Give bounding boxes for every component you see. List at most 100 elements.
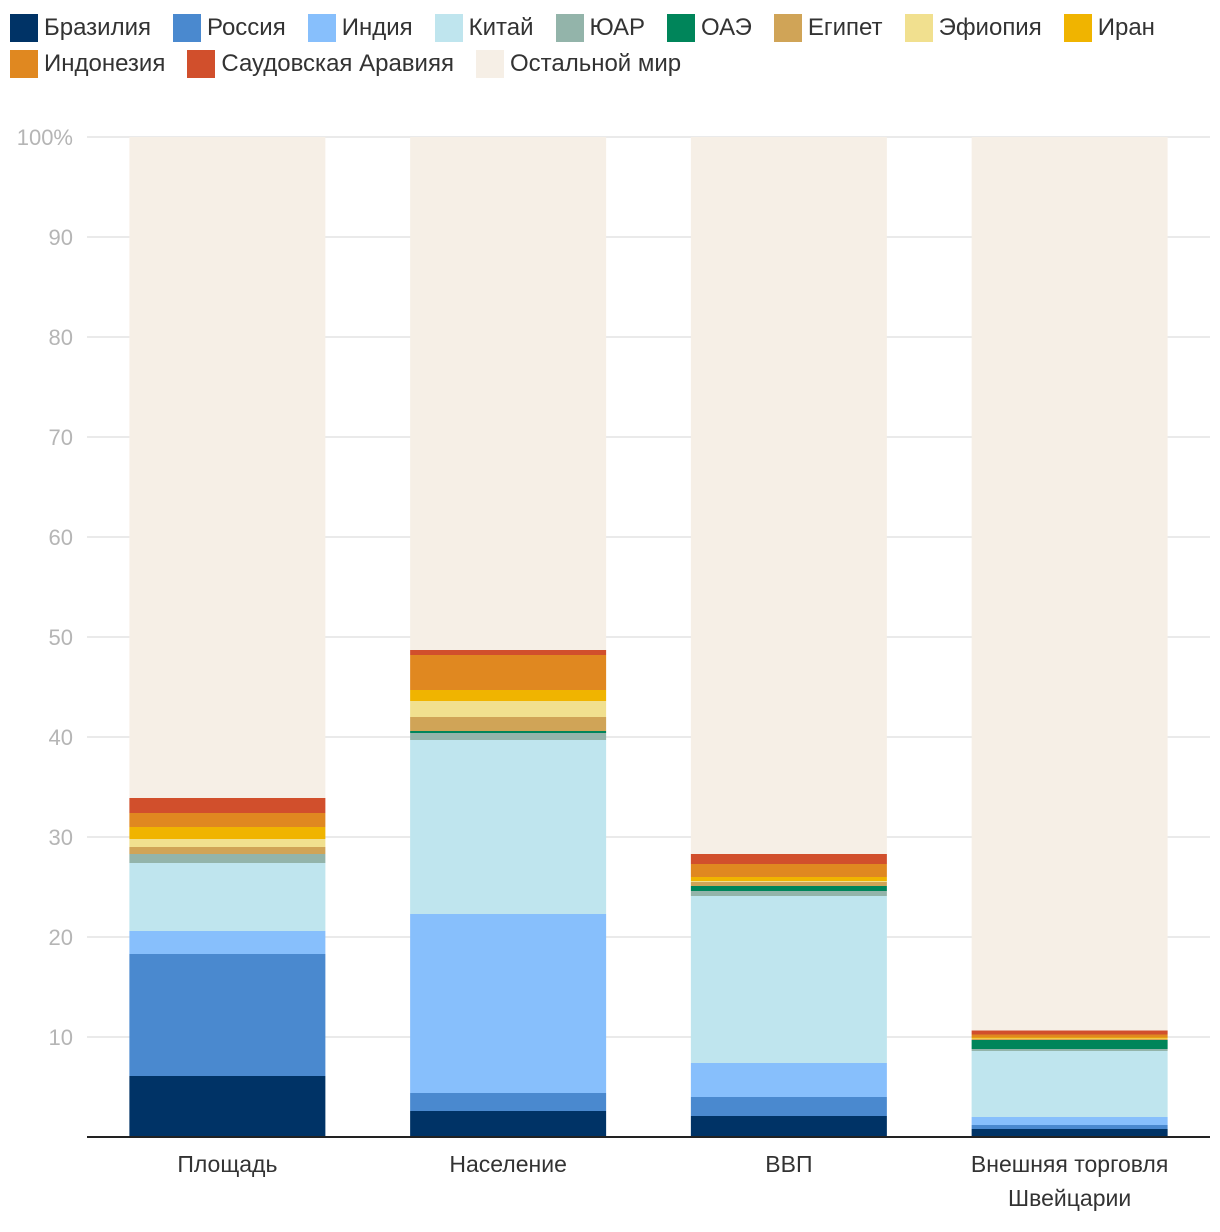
bar-segment: [129, 813, 326, 827]
bar-segment: [410, 717, 607, 731]
bar-segment: [971, 1129, 1168, 1137]
legend-label: Египет: [807, 14, 883, 41]
bar-segment: [410, 690, 607, 701]
bar-segment: [410, 701, 607, 717]
bar-segment: [690, 1063, 887, 1097]
legend-swatch: [666, 14, 695, 42]
bar-segment: [129, 854, 326, 863]
bar-segment: [690, 881, 887, 882]
bar-segment: [690, 137, 887, 854]
x-tick-label: Население: [449, 1151, 566, 1177]
legend-row: Бразилия Россия Индия Китай ЮАР ОАЭ Египет Эфио…: [10, 10, 1210, 46]
bar-segment: [410, 914, 607, 1093]
bar-segment: [410, 740, 607, 914]
bar-segment: [971, 1125, 1168, 1129]
bar-segment: [690, 1097, 887, 1116]
legend-swatch: [10, 14, 38, 42]
legend-item: ЮАР: [555, 14, 645, 42]
legend-item: ОАЭ: [666, 14, 752, 42]
bar-segment: [129, 954, 326, 1076]
bar-segment: [971, 1049, 1168, 1051]
legend-label: Бразилия: [44, 14, 151, 41]
bar-segment: [690, 854, 887, 864]
legend-item: Китай: [434, 14, 534, 42]
bar-segment: [690, 864, 887, 877]
legend-label: Индия: [341, 14, 413, 41]
legend-item: Россия: [173, 14, 286, 42]
legend-item: Остальной мир: [475, 50, 682, 78]
y-tick-label: 80: [49, 325, 73, 350]
bar-segment: [410, 650, 607, 655]
legend-swatch: [10, 50, 38, 78]
legend-swatch: [773, 14, 802, 42]
legend-item: Индонезия: [10, 50, 165, 78]
legend-label: Остальной мир: [509, 50, 682, 77]
y-tick-label: 70: [49, 425, 73, 450]
bar-segment: [129, 863, 326, 931]
y-tick-label: 10: [49, 1025, 73, 1050]
bar-segment: [129, 847, 326, 854]
bar-segment: [971, 137, 1168, 1031]
y-tick-label: 30: [49, 825, 73, 850]
legend-item: Бразилия: [10, 14, 151, 42]
bar-segment: [410, 137, 607, 650]
bar-segment: [129, 798, 326, 813]
bar-segment: [690, 891, 887, 896]
legend-row: Индонезия Саудовская Аравияя Остальной мир: [10, 46, 1210, 82]
legend-swatch: [475, 50, 504, 78]
bar-segment: [690, 896, 887, 1063]
bar-segment: [971, 1034, 1168, 1038]
x-tick-label: Площадь: [177, 1151, 277, 1177]
bar-segment: [410, 1111, 607, 1137]
y-tick-label: 40: [49, 725, 73, 750]
bar-segment: [410, 731, 607, 733]
bar-segment: [971, 1037, 1168, 1039]
x-tick-label: Внешняя торговля: [971, 1151, 1168, 1177]
y-tick-label: 100%: [17, 125, 73, 150]
y-tick-label: 90: [49, 225, 73, 250]
bar-segment: [971, 1051, 1168, 1117]
legend: Бразилия Россия Индия Китай ЮАР ОАЭ Египет Эфио…: [10, 10, 1210, 82]
legend-label: Иран: [1097, 14, 1155, 41]
bar-segment: [129, 839, 326, 847]
bar-segment: [129, 137, 326, 798]
bar-segment: [129, 1076, 326, 1137]
legend-item: Индия: [307, 14, 413, 42]
bar-segment: [129, 931, 326, 954]
legend-label: Россия: [207, 14, 286, 41]
legend-label: Китай: [468, 14, 534, 41]
bar-segment: [971, 1038, 1168, 1039]
y-tick-label: 20: [49, 925, 73, 950]
legend-swatch: [555, 14, 584, 42]
y-tick-label: 60: [49, 525, 73, 550]
x-tick-label: ВВП: [765, 1151, 812, 1177]
bar-segment: [129, 827, 326, 839]
legend-item: Иран: [1063, 14, 1155, 42]
legend-swatch: [173, 14, 201, 42]
legend-label: Саудовская Аравияя: [221, 50, 454, 77]
bar-segment: [971, 1030, 1168, 1035]
legend-swatch: [307, 14, 336, 42]
bar-segment: [971, 1039, 1168, 1040]
legend-swatch: [434, 14, 463, 42]
legend-swatch: [904, 14, 933, 42]
y-tick-label: 50: [49, 625, 73, 650]
bar-segment: [690, 1116, 887, 1137]
legend-label: ЮАР: [589, 14, 645, 41]
legend-label: Индонезия: [44, 50, 166, 77]
legend-swatch: [187, 50, 216, 78]
bar-segment: [690, 877, 887, 881]
bar-segment: [971, 1117, 1168, 1125]
legend-label: ОАЭ: [700, 14, 752, 41]
bar-segment: [410, 733, 607, 740]
bar-segment: [690, 882, 887, 886]
legend-item: Эфиопия: [904, 14, 1042, 42]
bar-segment: [690, 886, 887, 891]
legend-label: Эфиопия: [938, 14, 1042, 41]
bar-segment: [971, 1040, 1168, 1049]
legend-item: Египет: [773, 14, 883, 42]
x-tick-label: Швейцарии: [1008, 1185, 1131, 1211]
bar-segment: [410, 655, 607, 690]
legend-swatch: [1063, 14, 1092, 42]
